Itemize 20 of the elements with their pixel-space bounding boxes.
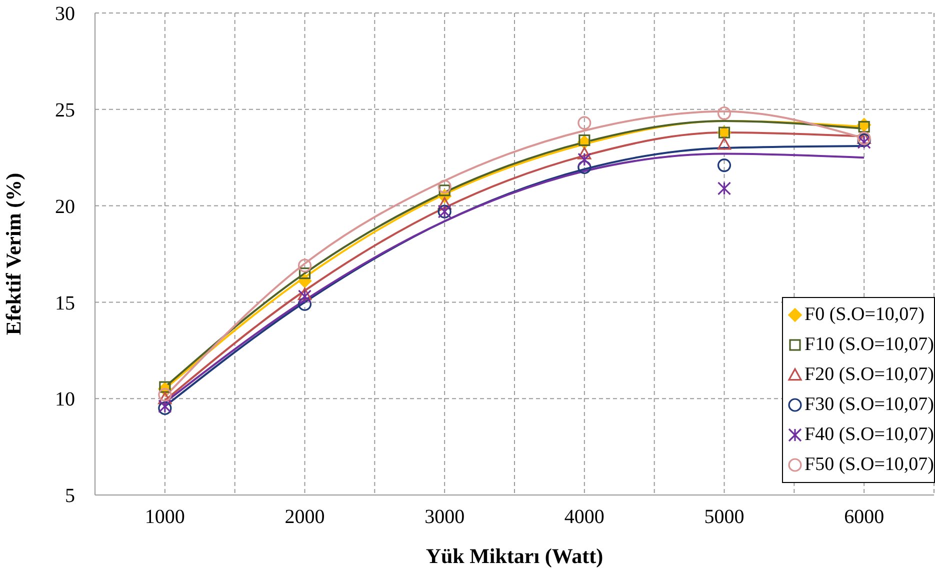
legend-label: F10 (S.O=10,07) [804,333,934,357]
legend-label: F40 (S.O=10,07) [804,423,934,447]
y-tick-label: 20 [55,196,75,218]
x-tick-label: 2000 [284,506,325,528]
x-tick-label: 6000 [844,506,884,528]
y-tick-label: 5 [65,485,75,508]
legend-label: F20 (S.O=10,07) [804,363,934,387]
legend-label: F30 (S.O=10,07) [804,393,934,417]
y-tick-label: 15 [55,292,75,314]
x-tick-label: 5000 [704,506,744,528]
legend-label: F0 (S.O=10,07) [804,303,924,327]
x-tick-label: 4000 [564,506,604,528]
x-axis-title: Yük Miktarı (Watt) [426,544,604,568]
legend-label: F50 (S.O=10,07) [804,453,934,477]
y-tick-label: 10 [55,388,75,411]
y-tick-label: 25 [55,100,75,122]
x-tick-label: 3000 [424,506,465,528]
x-tick-label: 1000 [144,506,185,528]
y-tick-label: 30 [55,3,75,26]
y-axis-title: Efektif Verim (%) [1,172,26,336]
